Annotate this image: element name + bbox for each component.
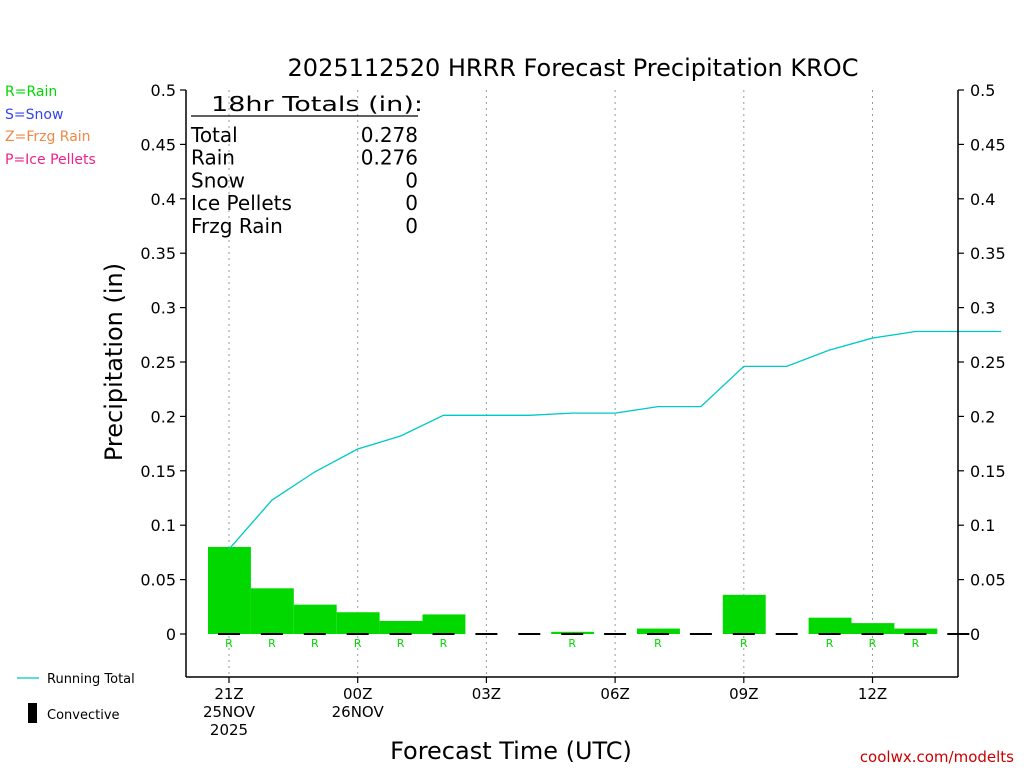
precip-bar xyxy=(722,594,766,634)
totals-row-value: 0.276 xyxy=(361,146,418,170)
y-tick-label-right: 0.2 xyxy=(970,407,995,426)
x-tick-label: 06Z xyxy=(600,685,629,703)
y-tick-label-right: 0.3 xyxy=(970,299,995,318)
y-tick-label-right: 0.4 xyxy=(970,190,995,209)
precip-bar xyxy=(293,604,337,634)
y-tick-label-left: 0.2 xyxy=(151,407,176,426)
x-tick-label: 00Z xyxy=(343,685,372,703)
convective-legend-label: Convective xyxy=(47,708,120,723)
y-tick-label-left: 0.05 xyxy=(140,571,176,590)
legend-snow: S=Snow xyxy=(5,107,63,123)
chart-title: 2025112520 HRRR Forecast Precipitation K… xyxy=(288,54,859,82)
y-tick-label-right: 0.35 xyxy=(970,244,1006,263)
plot-area: R R R R R R R R R R R R0 00.05 0.050.1 0.10.15 0.150.2 0… xyxy=(140,81,1005,739)
totals-row-label: Frzg Rain xyxy=(191,214,283,238)
y-tick-label-left: 0.35 xyxy=(140,244,176,263)
x-axis-title: Forecast Time (UTC) xyxy=(390,737,632,765)
y-tick-label-left: 0.4 xyxy=(151,190,176,209)
y-tick-label-left: 0.45 xyxy=(140,135,176,154)
ptype-label: R xyxy=(826,637,834,650)
y-tick-label-left: 0 xyxy=(166,625,176,644)
running-total-legend-label: Running Total xyxy=(47,672,135,687)
totals-row-label: Rain xyxy=(191,146,235,170)
y-tick-label-right: 0.1 xyxy=(970,516,995,535)
totals-row-label: Snow xyxy=(191,168,245,192)
ptype-label: R xyxy=(440,637,448,650)
x-tick-label: 03Z xyxy=(472,685,501,703)
ptype-label: R xyxy=(869,637,877,650)
ptype-label: R xyxy=(654,637,662,650)
precip-bar xyxy=(422,614,466,634)
ptype-label: R xyxy=(912,637,920,650)
totals-row-value: 0 xyxy=(405,191,418,215)
y-tick-label-left: 0.1 xyxy=(151,516,176,535)
y-tick-label-right: 0 xyxy=(970,625,980,644)
x-tick-label: 26NOV xyxy=(332,703,385,721)
x-tick-label: 21Z xyxy=(214,685,243,703)
totals-header: 18hr Totals (in): xyxy=(211,92,423,116)
legend-rain: R=Rain xyxy=(5,84,57,100)
precip-bar xyxy=(250,588,294,634)
precip-bar xyxy=(851,623,895,634)
ptype-label: R xyxy=(311,637,319,650)
x-tick-label: 25NOV xyxy=(203,703,256,721)
y-tick-label-left: 0.15 xyxy=(140,462,176,481)
ptype-label: R xyxy=(354,637,362,650)
totals-row-label: Ice Pellets xyxy=(191,191,292,215)
precip-bar xyxy=(637,628,680,634)
y-tick-label-right: 0.05 xyxy=(970,571,1006,590)
y-axis-title: Precipitation (in) xyxy=(100,263,128,461)
ptype-legend: R=Rain S=Snow Z=Frzg Rain P=Ice Pellets xyxy=(5,84,96,168)
ptype-label: R xyxy=(268,637,276,650)
site-credit: coolwx.com/modelts xyxy=(860,748,1014,766)
y-tick-label-left: 0.25 xyxy=(140,353,176,372)
precip-bar xyxy=(336,612,380,634)
totals-row-label: Total xyxy=(190,123,238,147)
y-tick-label-right: 0.25 xyxy=(970,353,1006,372)
ptype-label: R xyxy=(397,637,405,650)
precip-bar xyxy=(551,631,595,634)
x-tick-label: 12Z xyxy=(858,685,887,703)
totals-box: 18hr Totals (in): Total 0.278 Rain 0.276 Sno… xyxy=(190,92,423,238)
totals-row-value: 0 xyxy=(405,168,418,192)
y-tick-label-left: 0.5 xyxy=(151,81,176,100)
ptype-label: R xyxy=(225,637,233,650)
ptype-label: R xyxy=(568,637,576,650)
precip-bar xyxy=(208,546,251,634)
series-legend: Running Total Convective xyxy=(17,672,135,723)
y-tick-label-right: 0.45 xyxy=(970,135,1006,154)
precip-bar xyxy=(894,628,938,634)
running-total-line xyxy=(228,330,1002,550)
y-tick-label-left: 0.3 xyxy=(151,299,176,318)
totals-row-value: 0.278 xyxy=(361,123,418,147)
legend-frzg-rain: Z=Frzg Rain xyxy=(5,129,91,145)
legend-ice-pellets: P=Ice Pellets xyxy=(5,152,96,168)
precip-bar xyxy=(379,620,423,634)
totals-row-value: 0 xyxy=(405,214,418,238)
ptype-label: R xyxy=(740,637,748,650)
convective-legend-swatch xyxy=(28,703,37,723)
x-tick-label: 2025 xyxy=(210,721,248,739)
x-tick-label: 09Z xyxy=(729,685,758,703)
precip-bar xyxy=(808,617,852,634)
y-tick-label-right: 0.5 xyxy=(970,81,995,100)
y-tick-label-right: 0.15 xyxy=(970,462,1006,481)
